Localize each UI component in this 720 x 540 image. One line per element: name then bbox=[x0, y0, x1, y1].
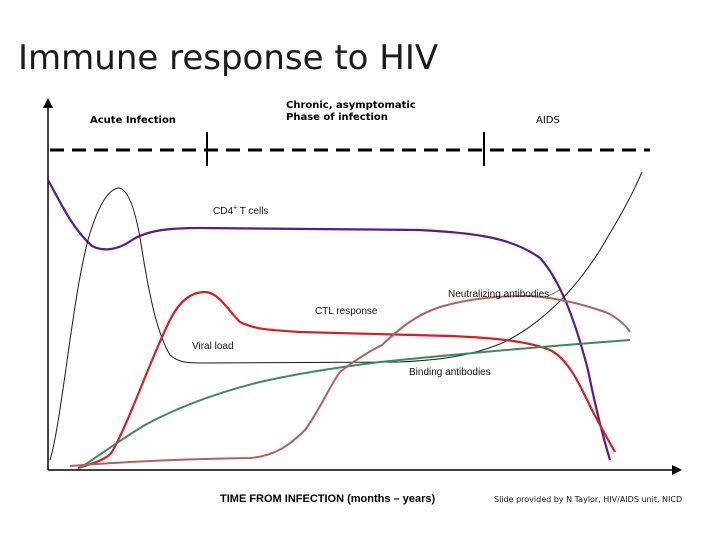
label-neutralizing: Neutralizing antibodies bbox=[448, 289, 550, 300]
slide-title: Immune response to HIV bbox=[18, 38, 439, 78]
label-cd4-text: CD4+ T cells bbox=[213, 205, 269, 218]
label-ctl: CTL response bbox=[315, 306, 378, 317]
label-cd4: CD4+ T cells bbox=[213, 205, 268, 217]
cd4-plus-superscript: + bbox=[233, 205, 238, 212]
x-axis-label: TIME FROM INFECTION (months – years) bbox=[220, 493, 436, 505]
stage-label-aids: AIDS bbox=[536, 115, 560, 126]
label-binding: Binding antibodies bbox=[409, 367, 491, 378]
stage-label-chronic: Chronic, asymptomatic Phase of infection bbox=[286, 100, 416, 123]
label-viral-load: Viral load bbox=[192, 341, 234, 352]
x-axis-arrow-icon bbox=[672, 465, 682, 475]
binding-antibodies-curve bbox=[79, 339, 631, 469]
viral-load-curve bbox=[49, 171, 643, 461]
cd4-curve bbox=[47, 179, 612, 461]
credit-note: Slide provided by N Taylor, HIV/AIDS uni… bbox=[494, 495, 683, 504]
y-axis-arrow-icon bbox=[43, 98, 53, 108]
neutralizing-pointer bbox=[547, 289, 561, 297]
ctl-curve bbox=[77, 290, 616, 470]
neutralizing-antibodies-curve bbox=[69, 294, 631, 467]
stage-label-acute: Acute Infection bbox=[90, 115, 176, 126]
